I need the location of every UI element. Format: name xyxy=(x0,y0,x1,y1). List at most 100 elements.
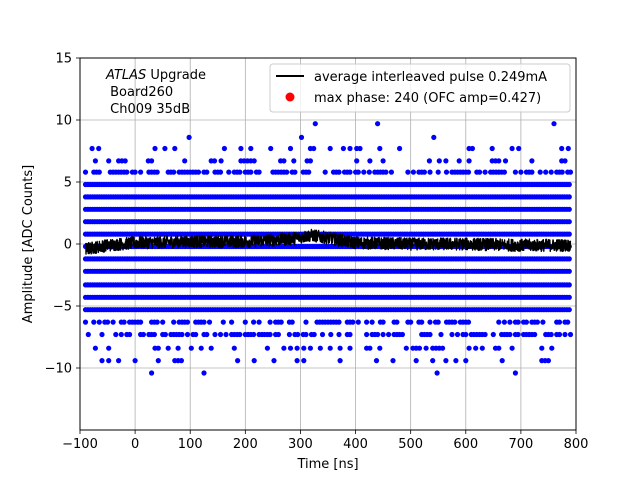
sample-point xyxy=(322,169,328,175)
sample-point xyxy=(466,158,472,164)
sample-point xyxy=(496,319,502,325)
sample-point xyxy=(482,169,488,175)
sample-point xyxy=(388,169,394,175)
sample-point xyxy=(499,358,505,364)
sample-point xyxy=(154,319,160,325)
sample-point xyxy=(121,319,127,325)
sample-point xyxy=(566,282,572,288)
sample-point xyxy=(179,331,185,338)
sample-point xyxy=(251,319,257,325)
sample-points xyxy=(82,121,574,376)
sample-point xyxy=(162,145,168,152)
sample-point xyxy=(193,331,199,338)
sample-point xyxy=(160,319,166,325)
sample-point xyxy=(566,231,572,237)
sample-point xyxy=(278,319,284,325)
sample-point xyxy=(566,294,572,300)
sample-point xyxy=(453,358,459,364)
sample-point xyxy=(509,345,515,351)
sample-point xyxy=(549,345,555,351)
sample-point xyxy=(443,158,449,164)
sample-point xyxy=(204,169,210,175)
sample-point xyxy=(89,145,95,152)
sample-point xyxy=(327,345,333,351)
sample-point xyxy=(184,331,191,338)
sample-point xyxy=(496,158,502,164)
sample-point xyxy=(440,345,446,351)
sample-point xyxy=(268,145,274,152)
sample-point xyxy=(380,158,386,164)
axis-ticks: −100 0 100 200 300 400 500 600 700 800 −10 −5 0 5 10 15 xyxy=(45,52,589,453)
sample-point xyxy=(154,169,160,175)
sample-point xyxy=(226,169,232,175)
sample-point xyxy=(110,319,116,325)
sample-point xyxy=(171,319,177,325)
sample-point xyxy=(294,358,300,364)
sample-point xyxy=(465,319,472,325)
sample-point xyxy=(319,331,326,338)
sample-point xyxy=(132,358,138,364)
sample-point xyxy=(469,145,475,152)
sample-point xyxy=(155,345,161,351)
sample-point xyxy=(171,169,177,175)
sample-point xyxy=(85,331,91,338)
sample-point xyxy=(251,158,257,164)
y-tick-label: 0 xyxy=(64,238,72,253)
x-tick-label: 700 xyxy=(508,437,533,452)
sample-point xyxy=(516,145,522,152)
sample-point xyxy=(562,158,568,164)
x-tick-label: 800 xyxy=(564,437,589,452)
sample-point xyxy=(556,319,563,325)
sample-point xyxy=(394,319,400,325)
sample-point xyxy=(113,331,119,338)
sample-point xyxy=(256,319,262,325)
sample-point xyxy=(327,145,333,152)
sample-point xyxy=(337,358,343,364)
sample-point xyxy=(217,169,224,175)
sample-point xyxy=(380,331,386,338)
sample-point xyxy=(518,169,524,175)
sample-point xyxy=(165,345,171,351)
sample-point xyxy=(337,345,343,351)
sample-point xyxy=(317,345,323,351)
sample-point xyxy=(336,319,342,325)
sample-point xyxy=(427,169,433,175)
sample-point xyxy=(155,358,161,364)
sample-point xyxy=(287,345,294,351)
average-pulse-series xyxy=(84,228,572,255)
sample-point xyxy=(419,319,425,325)
sample-point xyxy=(375,121,381,127)
sample-point xyxy=(281,345,287,351)
sample-point xyxy=(405,169,411,175)
sample-point xyxy=(152,145,158,152)
sample-point xyxy=(307,345,313,351)
sample-point xyxy=(375,331,381,338)
sample-point xyxy=(383,169,389,175)
sample-point xyxy=(149,158,155,164)
sample-point xyxy=(178,358,184,364)
sample-point xyxy=(431,134,437,140)
y-tick-label: 15 xyxy=(55,52,72,67)
sample-point xyxy=(463,331,469,338)
sample-point xyxy=(211,158,218,164)
sample-point xyxy=(355,319,361,325)
atlas-annotation: ATLAS Upgrade Board260 Ch009 35dB xyxy=(105,68,206,117)
sample-point xyxy=(427,319,433,325)
sample-point xyxy=(512,169,519,175)
sample-point xyxy=(515,331,521,338)
sample-point xyxy=(410,169,416,175)
annotation-line-2: Board260 xyxy=(106,85,173,100)
sample-point xyxy=(127,331,133,338)
sample-point xyxy=(220,319,226,325)
x-tick-label: 400 xyxy=(343,437,368,452)
sample-point xyxy=(347,345,353,351)
sample-point xyxy=(534,319,541,325)
sample-point xyxy=(281,158,287,164)
sample-point xyxy=(423,345,429,351)
sample-point xyxy=(456,158,462,164)
sample-point xyxy=(529,169,535,175)
x-axis-label: Time [ns] xyxy=(296,457,358,472)
y-tick-label: −10 xyxy=(45,362,72,377)
x-tick-label: 100 xyxy=(178,437,203,452)
sample-point xyxy=(566,219,572,225)
